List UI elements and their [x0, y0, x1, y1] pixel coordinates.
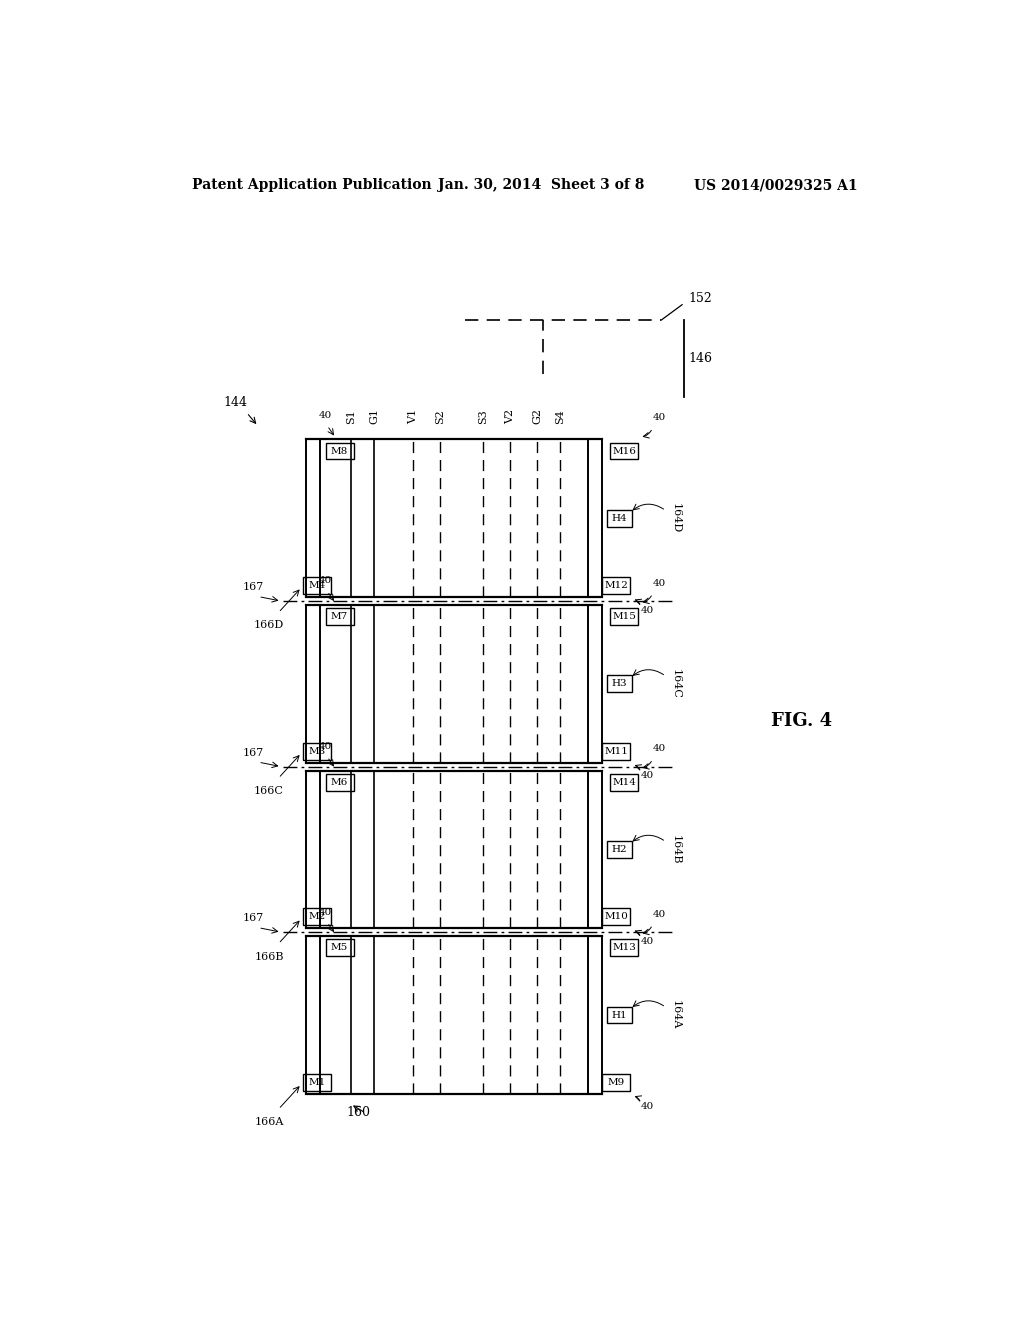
Text: M12: M12 — [604, 581, 628, 590]
Text: M8: M8 — [331, 446, 348, 455]
Text: M16: M16 — [612, 446, 636, 455]
Text: M5: M5 — [331, 944, 348, 952]
Bar — [607, 1007, 632, 1023]
Text: M14: M14 — [612, 777, 636, 787]
Text: 40: 40 — [641, 771, 654, 780]
Bar — [610, 609, 638, 626]
Text: Patent Application Publication: Patent Application Publication — [191, 178, 431, 193]
Text: M11: M11 — [604, 747, 628, 756]
Bar — [303, 577, 331, 594]
Text: 40: 40 — [319, 742, 332, 751]
Bar — [602, 908, 630, 925]
Text: 164D: 164D — [671, 503, 681, 533]
Text: M10: M10 — [604, 912, 628, 921]
Text: M6: M6 — [331, 777, 348, 787]
Bar — [607, 676, 632, 693]
Text: FIG. 4: FIG. 4 — [771, 711, 833, 730]
Text: G2: G2 — [532, 408, 542, 424]
Text: 40: 40 — [319, 908, 332, 916]
Text: H3: H3 — [611, 680, 627, 689]
Text: S4: S4 — [555, 409, 565, 424]
Text: 40: 40 — [652, 909, 666, 919]
Text: M3: M3 — [308, 747, 326, 756]
Text: 167: 167 — [243, 748, 264, 758]
Text: 40: 40 — [652, 413, 666, 422]
Text: H2: H2 — [611, 845, 627, 854]
Text: V2: V2 — [505, 409, 515, 424]
Text: S3: S3 — [478, 409, 488, 424]
Text: 166A: 166A — [254, 1117, 284, 1127]
Text: 167: 167 — [243, 913, 264, 924]
Bar — [326, 442, 353, 459]
Text: 146: 146 — [688, 352, 713, 366]
Bar — [610, 442, 638, 459]
Text: S2: S2 — [435, 409, 445, 424]
Text: H4: H4 — [611, 513, 627, 523]
Bar — [602, 743, 630, 760]
Bar — [607, 510, 632, 527]
Text: M13: M13 — [612, 944, 636, 952]
Text: S1: S1 — [346, 409, 356, 424]
Text: 144: 144 — [223, 396, 247, 409]
Bar — [607, 841, 632, 858]
Text: 167: 167 — [243, 582, 264, 593]
Text: 40: 40 — [652, 744, 666, 754]
Text: M15: M15 — [612, 612, 636, 620]
Text: M1: M1 — [308, 1078, 326, 1086]
Text: G1: G1 — [370, 408, 380, 424]
Bar — [602, 577, 630, 594]
Bar — [602, 1074, 630, 1090]
Text: M7: M7 — [331, 612, 348, 620]
Bar — [326, 609, 353, 626]
Text: 40: 40 — [641, 1102, 654, 1111]
Bar — [610, 940, 638, 956]
Text: 40: 40 — [641, 937, 654, 946]
Bar — [303, 743, 331, 760]
Text: 166B: 166B — [254, 952, 284, 961]
Bar — [326, 940, 353, 956]
Text: 40: 40 — [319, 411, 332, 420]
Text: 152: 152 — [688, 292, 712, 305]
Text: M2: M2 — [308, 912, 326, 921]
Text: 40: 40 — [319, 577, 332, 586]
Text: 166D: 166D — [254, 620, 285, 631]
Text: 160: 160 — [346, 1106, 370, 1118]
Text: H1: H1 — [611, 1011, 627, 1019]
Text: 40: 40 — [641, 606, 654, 615]
Text: V1: V1 — [409, 409, 418, 424]
Bar — [303, 1074, 331, 1090]
Text: 164A: 164A — [671, 1001, 681, 1030]
Text: 164B: 164B — [671, 834, 681, 865]
Bar — [326, 774, 353, 791]
Text: M4: M4 — [308, 581, 326, 590]
Text: 166C: 166C — [254, 785, 284, 796]
Text: 164C: 164C — [671, 669, 681, 698]
Bar — [610, 774, 638, 791]
Bar — [303, 908, 331, 925]
Text: 40: 40 — [652, 578, 666, 587]
Text: Jan. 30, 2014  Sheet 3 of 8: Jan. 30, 2014 Sheet 3 of 8 — [438, 178, 644, 193]
Text: US 2014/0029325 A1: US 2014/0029325 A1 — [693, 178, 857, 193]
Text: M9: M9 — [607, 1078, 625, 1086]
